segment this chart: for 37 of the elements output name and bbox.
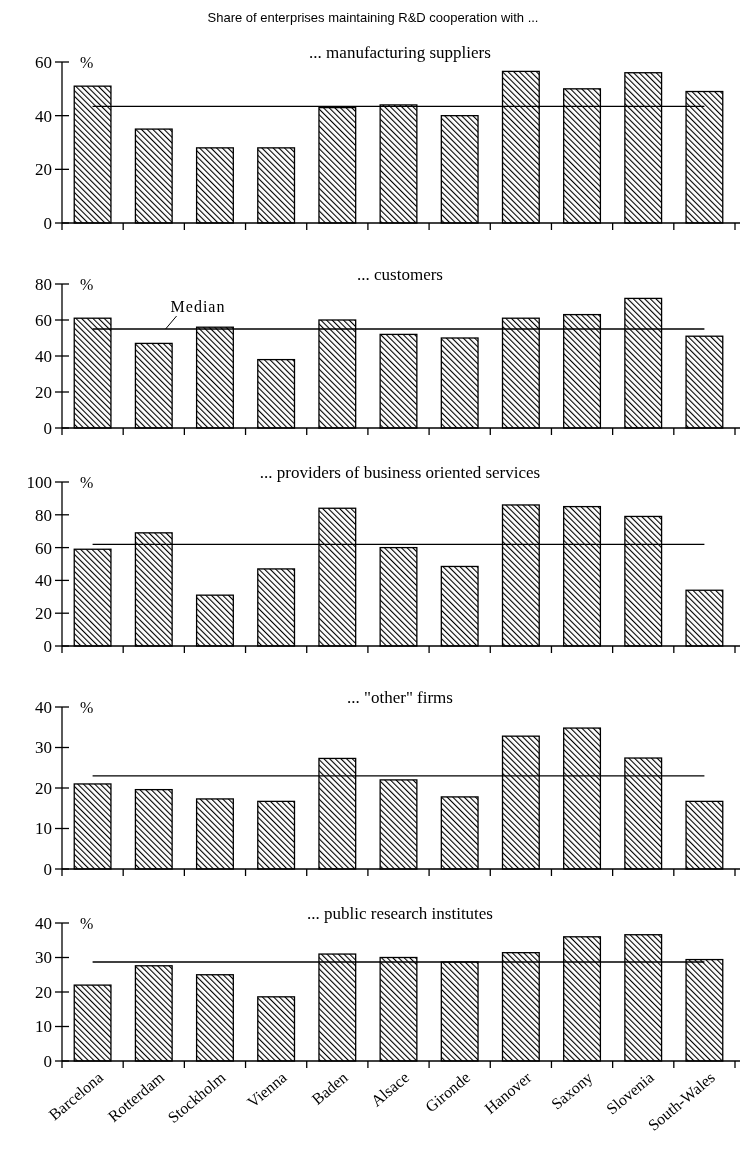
y-axis-title: % — [80, 276, 94, 293]
y-tick-label: 60 — [35, 52, 52, 72]
chart-subtitle: ... providers of business oriented services — [259, 463, 541, 482]
y-axis-title: % — [80, 699, 94, 716]
y-tick-label: 80 — [35, 274, 52, 294]
y-tick-label: 60 — [35, 538, 52, 558]
y-tick-label: 40 — [35, 571, 52, 591]
y-tick-label: 30 — [35, 948, 52, 968]
chart-subtitle: ... "other" firms — [347, 688, 453, 707]
chart-subtitle: ... manufacturing suppliers — [309, 43, 491, 62]
y-tick-label: 20 — [35, 382, 52, 402]
y-tick-label: 20 — [35, 778, 52, 798]
y-tick-label: 40 — [35, 913, 52, 933]
y-tick-label: 0 — [43, 1051, 52, 1071]
y-tick-label: 0 — [43, 418, 52, 438]
y-tick-label: 40 — [35, 697, 52, 717]
y-tick-label: 0 — [43, 213, 52, 233]
y-tick-label: 10 — [35, 819, 52, 839]
y-axis-title: % — [80, 54, 94, 71]
y-tick-label: 20 — [35, 160, 52, 180]
y-tick-label: 30 — [35, 738, 52, 758]
chart-subtitle: ... customers — [357, 265, 443, 284]
chart-title: Share of enterprises maintaining R&D cooperation with ... — [207, 10, 539, 25]
y-tick-label: 0 — [43, 859, 52, 879]
chart-subtitle: ... public research institutes — [306, 904, 494, 923]
y-tick-label: 40 — [35, 106, 52, 126]
y-tick-label: 20 — [35, 604, 52, 624]
y-tick-label: 0 — [43, 636, 52, 656]
ref-line-label: Median — [170, 298, 226, 315]
y-axis-title: % — [80, 915, 94, 932]
y-tick-label: 40 — [35, 346, 52, 366]
y-axis-title: % — [80, 474, 94, 491]
y-tick-label: 60 — [35, 310, 52, 330]
y-tick-label: 10 — [35, 1017, 52, 1037]
y-tick-label: 20 — [35, 982, 52, 1002]
y-tick-label: 100 — [26, 472, 52, 492]
y-tick-label: 80 — [35, 505, 52, 525]
